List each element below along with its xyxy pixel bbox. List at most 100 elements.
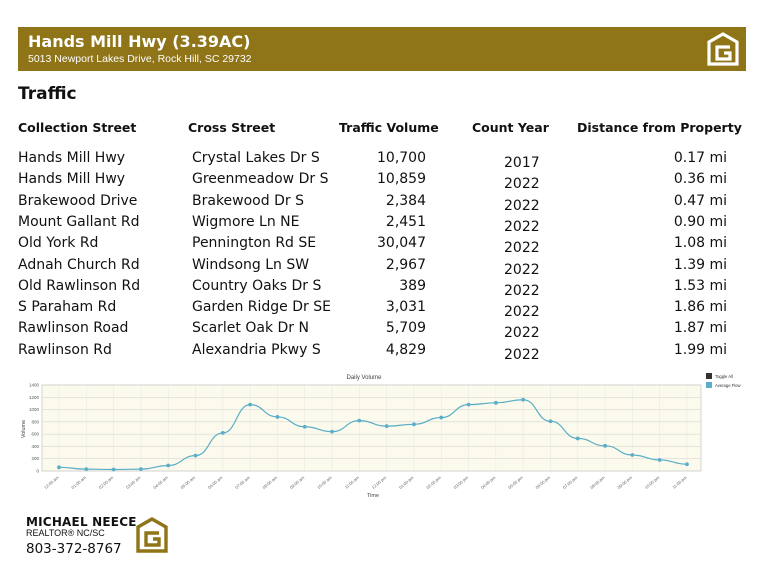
property-title: Hands Mill Hwy (3.39AC) bbox=[28, 32, 251, 51]
data-point bbox=[357, 418, 362, 423]
distance-cell: 1.87 mi bbox=[673, 320, 727, 337]
data-point bbox=[630, 453, 635, 457]
table-row: Rawlinson Rd Alexandria Pkwy S 4,829 2022 1.… bbox=[0, 342, 764, 363]
count-year-cell: 2022 bbox=[504, 346, 540, 363]
legend-label: Toggle All bbox=[715, 374, 733, 379]
collection-street-cell: Rawlinson Rd bbox=[18, 341, 112, 358]
data-point bbox=[412, 422, 416, 427]
traffic-volume-cell: 389 bbox=[399, 277, 426, 294]
data-point bbox=[685, 462, 689, 467]
legend-swatch bbox=[706, 373, 712, 379]
table-row: Mount Gallant Rd Wigmore Ln NE 2,451 2022 0.… bbox=[0, 214, 764, 235]
traffic-volume-cell: 3,031 bbox=[385, 299, 426, 316]
count-year-cell: 2022 bbox=[504, 197, 540, 214]
x-tick-label: 03:00 am bbox=[125, 475, 142, 490]
count-year-cell: 2022 bbox=[504, 304, 540, 321]
plot-area bbox=[41, 384, 702, 472]
table-row: Old York Rd Pennington Rd SE 30,047 2022 1.0… bbox=[0, 235, 764, 256]
x-tick-label: 02:00 am bbox=[98, 475, 115, 490]
x-tick-label: 02:00 pm bbox=[425, 475, 442, 490]
collection-street-cell: Old Rawlinson Rd bbox=[18, 277, 141, 294]
x-tick-label: 08:00 pm bbox=[589, 475, 606, 490]
x-tick-label: 01:00 am bbox=[70, 475, 87, 490]
chart-title: Daily Volume bbox=[346, 375, 382, 381]
count-year-cell: 2022 bbox=[504, 282, 540, 299]
table-row: Rawlinson Road Scarlet Oak Dr N 5,709 2022 1… bbox=[0, 320, 764, 341]
data-point bbox=[139, 467, 143, 472]
data-point bbox=[384, 424, 389, 429]
x-axis-label: Time bbox=[367, 493, 379, 499]
x-tick-label: 11:00 am bbox=[344, 475, 361, 490]
x-tick-label: 10:00 am bbox=[316, 475, 333, 490]
collection-street-cell: Rawlinson Road bbox=[18, 320, 129, 337]
y-tick-label: 1200 bbox=[29, 395, 40, 400]
x-tick-label: 10:00 pm bbox=[644, 475, 661, 490]
traffic-volume-cell: 30,047 bbox=[377, 235, 426, 252]
x-tick-label: 01:00 pm bbox=[398, 475, 415, 490]
traffic-volume-cell: 5,709 bbox=[385, 320, 426, 337]
header-bar: Hands Mill Hwy (3.39AC) 5013 Newport Lak… bbox=[18, 27, 746, 71]
table-row: Hands Mill Hwy Greenmeadow Dr S 10,859 2022… bbox=[0, 171, 764, 192]
collection-street-cell: Hands Mill Hwy bbox=[18, 150, 126, 166]
cross-street-cell: Brakewood Dr S bbox=[192, 192, 304, 209]
distance-cell: 0.17 mi bbox=[673, 150, 727, 166]
cross-street-cell: Alexandria Pkwy S bbox=[192, 341, 321, 358]
cross-street-cell: Wigmore Ln NE bbox=[192, 213, 300, 230]
data-point bbox=[466, 402, 471, 407]
data-point bbox=[657, 458, 662, 462]
traffic-volume-cell: 2,384 bbox=[385, 192, 426, 209]
agent-title: REALTOR® NC/SC bbox=[26, 528, 105, 538]
traffic-volume-cell: 2,451 bbox=[385, 213, 426, 230]
header-count-year: Count Year bbox=[472, 120, 549, 135]
cross-street-cell: Country Oaks Dr S bbox=[192, 277, 322, 294]
data-point bbox=[603, 443, 607, 448]
x-tick-label: 09:00 am bbox=[289, 475, 306, 490]
count-year-cell: 2022 bbox=[504, 325, 540, 342]
data-point bbox=[220, 431, 225, 435]
x-tick-label: 08:00 am bbox=[261, 475, 278, 490]
distance-cell: 0.90 mi bbox=[673, 213, 727, 230]
table-row: Brakewood Drive Brakewood Dr S 2,384 2022 0.… bbox=[0, 193, 764, 214]
y-tick-label: 0 bbox=[36, 469, 39, 474]
distance-cell: 0.36 mi bbox=[673, 171, 727, 188]
data-point bbox=[439, 415, 444, 420]
cross-street-cell: Pennington Rd SE bbox=[192, 235, 317, 252]
collection-street-cell: Old York Rd bbox=[18, 235, 99, 252]
y-tick-label: 600 bbox=[31, 432, 39, 437]
header-traffic-volume: Traffic Volume bbox=[339, 120, 439, 135]
traffic-volume-cell: 10,700 bbox=[377, 150, 426, 166]
data-point bbox=[111, 467, 116, 472]
data-point bbox=[84, 467, 89, 472]
traffic-volume-cell: 4,829 bbox=[385, 341, 426, 358]
data-point bbox=[275, 415, 280, 419]
agent-phone: 803-372-8767 bbox=[26, 541, 122, 557]
x-tick-label: 07:00 am bbox=[234, 475, 251, 490]
header-collection-street: Collection Street bbox=[18, 120, 137, 135]
y-tick-label: 200 bbox=[31, 456, 39, 461]
cross-street-cell: Windsong Ln SW bbox=[192, 256, 310, 273]
x-tick-label: 09:00 pm bbox=[616, 475, 633, 490]
collection-street-cell: Mount Gallant Rd bbox=[18, 213, 140, 230]
legend-swatch bbox=[706, 382, 712, 388]
data-point bbox=[193, 453, 198, 458]
x-tick-label: 12:00 pm bbox=[371, 475, 388, 490]
x-tick-label: 11:00 pm bbox=[671, 475, 688, 490]
header-distance: Distance from Property bbox=[577, 120, 742, 135]
x-tick-label: 12:00 am bbox=[43, 475, 60, 490]
y-tick-label: 1400 bbox=[29, 383, 40, 388]
y-axis-label: Volume bbox=[21, 420, 27, 438]
series-line-average-flow bbox=[58, 399, 688, 471]
data-point bbox=[330, 429, 334, 434]
data-point bbox=[575, 436, 580, 441]
collection-street-cell: Adnah Church Rd bbox=[18, 256, 140, 273]
x-tick-label: 06:00 am bbox=[207, 475, 224, 490]
collection-street-cell: S Paraham Rd bbox=[18, 299, 117, 316]
distance-cell: 0.47 mi bbox=[673, 192, 727, 209]
distance-cell: 1.08 mi bbox=[673, 235, 727, 252]
table-row: Old Rawlinson Rd Country Oaks Dr S 389 2022… bbox=[0, 278, 764, 299]
data-point bbox=[248, 402, 253, 407]
y-tick-label: 1000 bbox=[29, 407, 40, 412]
cross-street-cell: Garden Ridge Dr SE bbox=[192, 299, 331, 316]
table-row: Hands Mill Hwy Crystal Lakes Dr S 10,700 20… bbox=[0, 150, 764, 171]
header-cross-street: Cross Street bbox=[188, 120, 276, 135]
